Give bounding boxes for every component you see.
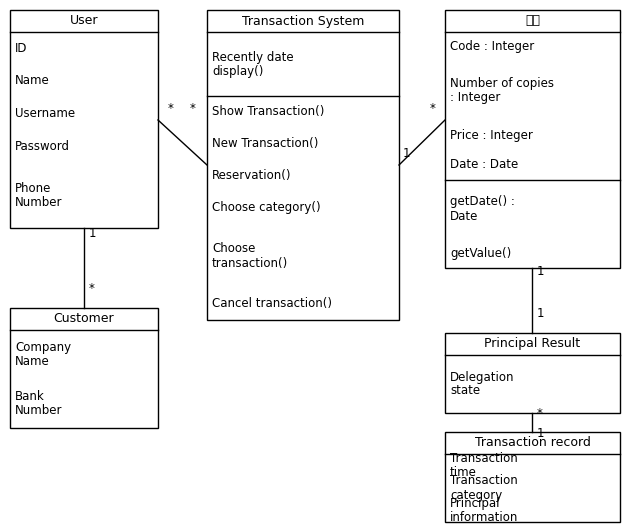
Text: Cancel transaction(): Cancel transaction() <box>212 298 332 310</box>
Text: 交易: 交易 <box>525 15 540 27</box>
Text: Bank
Number: Bank Number <box>15 390 63 417</box>
Text: getDate() :
Date: getDate() : Date <box>450 196 515 222</box>
Bar <box>445 333 620 413</box>
Bar <box>445 10 620 268</box>
Text: getValue(): getValue() <box>450 247 511 260</box>
Text: ID: ID <box>15 42 28 55</box>
Text: Code : Integer: Code : Integer <box>450 41 534 53</box>
Text: Principal
information: Principal information <box>450 497 518 524</box>
Text: Name: Name <box>15 75 50 87</box>
Text: Choose
transaction(): Choose transaction() <box>212 242 288 269</box>
Text: Delegation
state: Delegation state <box>450 370 514 398</box>
Text: Choose category(): Choose category() <box>212 201 321 215</box>
Text: Transaction
category: Transaction category <box>450 474 517 501</box>
Text: Transaction
time: Transaction time <box>450 452 517 479</box>
Bar <box>10 10 158 228</box>
Text: Transaction System: Transaction System <box>242 15 364 27</box>
Text: *: * <box>430 102 436 115</box>
Text: Password: Password <box>15 140 70 153</box>
Text: Reservation(): Reservation() <box>212 169 291 183</box>
Text: Username: Username <box>15 107 75 120</box>
Text: Price : Integer: Price : Integer <box>450 129 533 141</box>
Text: 1: 1 <box>537 265 544 278</box>
Text: Company
Name: Company Name <box>15 341 71 368</box>
Text: Transaction record: Transaction record <box>475 437 590 450</box>
Bar <box>10 308 158 428</box>
Text: 1: 1 <box>403 147 411 160</box>
Text: Principal Result: Principal Result <box>484 338 580 350</box>
Bar <box>445 432 620 522</box>
Text: *: * <box>537 407 543 420</box>
Text: Number of copies
: Integer: Number of copies : Integer <box>450 77 554 105</box>
Text: Customer: Customer <box>53 312 114 326</box>
Text: 1: 1 <box>537 307 544 320</box>
Text: 1: 1 <box>89 227 97 240</box>
Text: *: * <box>168 102 174 115</box>
Text: New Transaction(): New Transaction() <box>212 137 318 150</box>
Text: Show Transaction(): Show Transaction() <box>212 106 325 118</box>
Text: *: * <box>89 282 95 295</box>
Text: Date : Date: Date : Date <box>450 158 518 171</box>
Text: Recently date
display(): Recently date display() <box>212 50 294 77</box>
Text: Phone
Number: Phone Number <box>15 182 63 209</box>
Text: User: User <box>70 15 98 27</box>
Bar <box>207 10 399 320</box>
Text: *: * <box>190 102 196 115</box>
Text: 1: 1 <box>537 427 544 440</box>
